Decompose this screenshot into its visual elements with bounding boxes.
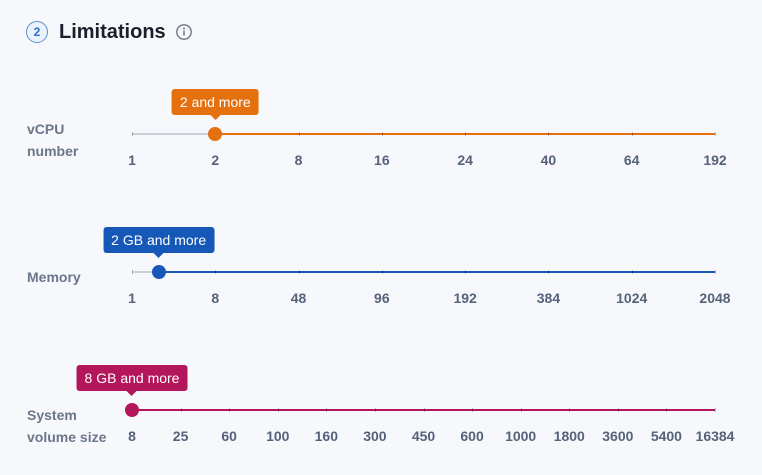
volume-tick-label[interactable]: 1000 — [505, 428, 537, 444]
memory-slider-fill — [158, 271, 715, 273]
volume-tick-mark — [180, 408, 182, 412]
volume-label: System volume size — [27, 404, 106, 448]
vcpu-tick-label[interactable]: 40 — [540, 152, 557, 168]
vcpu-tick-label[interactable]: 8 — [294, 152, 303, 168]
volume-tick-mark — [569, 408, 571, 412]
memory-tick-mark — [298, 270, 300, 274]
vcpu-value-tooltip: 2 and more — [171, 89, 259, 120]
memory-tick-mark — [381, 270, 383, 274]
volume-tick-mark — [229, 408, 231, 412]
memory-tick-mark — [631, 270, 633, 274]
vcpu-tick-label[interactable]: 64 — [623, 152, 640, 168]
volume-tick-label[interactable]: 3600 — [602, 428, 634, 444]
memory-tick-label[interactable]: 8 — [211, 290, 220, 306]
vcpu-tick-mark — [548, 132, 550, 136]
volume-tick-label[interactable]: 60 — [221, 428, 237, 444]
volume-tick-label[interactable]: 8 — [128, 428, 136, 444]
volume-tick-label[interactable]: 600 — [460, 428, 484, 444]
volume-tick-mark — [666, 408, 668, 412]
memory-slider-track[interactable] — [132, 265, 716, 279]
volume-tick-label[interactable]: 5400 — [650, 428, 682, 444]
vcpu-slider-fill — [215, 133, 715, 135]
volume-tick-mark — [472, 408, 474, 412]
memory-slider-thumb[interactable] — [151, 265, 166, 279]
volume-value-tooltip: 8 GB and more — [76, 365, 188, 396]
memory-tick-mark — [715, 270, 716, 274]
volume-tick-mark — [715, 408, 716, 412]
memory-tick-label[interactable]: 192 — [453, 290, 477, 306]
memory-tick-label[interactable]: 384 — [536, 290, 561, 306]
volume-slider-thumb[interactable] — [125, 403, 139, 417]
vcpu-tick-mark — [715, 132, 716, 136]
vcpu-label: vCPU number — [27, 118, 78, 162]
volume-slider-fill — [132, 409, 715, 411]
memory-label: Memory — [27, 266, 81, 288]
memory-tick-label[interactable]: 1024 — [616, 290, 648, 306]
vcpu-tick-mark — [298, 132, 300, 136]
vcpu-label-line-2: number — [27, 143, 79, 159]
volume-tick-label[interactable]: 300 — [363, 428, 387, 444]
volume-tick-label[interactable]: 16384 — [695, 428, 735, 444]
vcpu-tick-label[interactable]: 16 — [374, 152, 390, 168]
vcpu-tick-mark — [465, 132, 467, 136]
info-icon[interactable] — [175, 23, 193, 41]
vcpu-tick-mark — [132, 132, 133, 136]
memory-value-tooltip: 2 GB and more — [103, 227, 215, 258]
volume-tick-mark — [423, 408, 425, 412]
memory-tick-label[interactable]: 1 — [128, 290, 136, 306]
section-title: Limitations — [59, 20, 166, 43]
volume-label-line-2: volume size — [27, 429, 107, 445]
vcpu-tick-label[interactable]: 1 — [128, 152, 136, 168]
volume-slider-track[interactable] — [125, 403, 716, 417]
volume-tick-label[interactable]: 450 — [411, 428, 436, 444]
volume-tick-label[interactable]: 100 — [266, 428, 290, 444]
vcpu-tick-label[interactable]: 24 — [457, 152, 473, 168]
memory-tick-mark — [132, 270, 133, 274]
volume-tick-mark — [617, 408, 619, 412]
volume-tick-label[interactable]: 1800 — [553, 428, 585, 444]
memory-tick-mark — [465, 270, 467, 274]
vcpu-slider-thumb[interactable] — [208, 127, 223, 141]
memory-tick-mark — [548, 270, 550, 274]
volume-tick-label[interactable]: 25 — [172, 428, 189, 444]
memory-tick-label[interactable]: 2048 — [699, 290, 731, 306]
vcpu-label-line-1: vCPU — [27, 121, 65, 137]
memory-tick-label[interactable]: 48 — [290, 290, 307, 306]
vcpu-tick-mark — [631, 132, 633, 136]
memory-label-line-1: Memory — [27, 269, 81, 285]
memory-tick-mark — [215, 270, 217, 274]
volume-tick-mark — [326, 408, 328, 412]
volume-label-line-1: System — [27, 407, 77, 423]
vcpu-tick-mark — [381, 132, 383, 136]
memory-tick-label[interactable]: 96 — [374, 290, 390, 306]
volume-tick-mark — [520, 408, 522, 412]
vcpu-tick-label[interactable]: 2 — [211, 152, 220, 168]
volume-tick-label[interactable]: 160 — [314, 428, 339, 444]
vcpu-slider-track[interactable] — [132, 127, 716, 141]
step-number-badge: 2 — [26, 21, 48, 43]
vcpu-tick-label[interactable]: 192 — [703, 152, 727, 168]
volume-tick-mark — [277, 408, 279, 412]
section-header: 2 Limitations — [26, 18, 193, 46]
volume-tick-mark — [374, 408, 376, 412]
